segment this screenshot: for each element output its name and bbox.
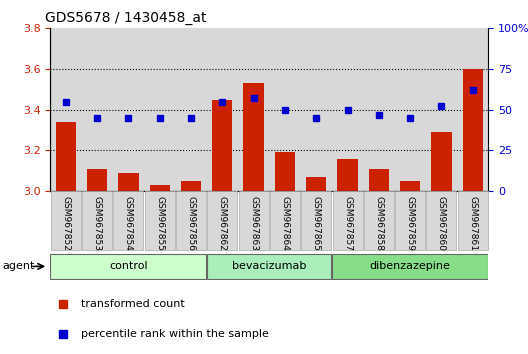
Text: GSM967853: GSM967853 [92, 196, 101, 251]
FancyBboxPatch shape [301, 191, 331, 250]
Bar [275, 153, 295, 191]
FancyBboxPatch shape [458, 191, 488, 250]
Text: transformed count: transformed count [81, 298, 185, 309]
Text: GSM967855: GSM967855 [155, 196, 164, 251]
Bar [400, 181, 420, 191]
FancyBboxPatch shape [332, 254, 488, 279]
Bar [269, 28, 300, 191]
Bar [394, 28, 426, 191]
Bar [363, 28, 394, 191]
FancyBboxPatch shape [206, 254, 331, 279]
Text: GSM967852: GSM967852 [61, 196, 70, 251]
FancyBboxPatch shape [270, 191, 300, 250]
FancyBboxPatch shape [82, 191, 112, 250]
Bar [457, 28, 488, 191]
Bar [212, 99, 232, 191]
Bar [238, 28, 269, 191]
Bar [337, 159, 357, 191]
Text: GSM967863: GSM967863 [249, 196, 258, 251]
Text: GSM967856: GSM967856 [186, 196, 195, 251]
Bar [175, 28, 206, 191]
FancyBboxPatch shape [427, 191, 457, 250]
Bar [300, 28, 332, 191]
FancyBboxPatch shape [364, 191, 394, 250]
Text: GSM967854: GSM967854 [124, 196, 133, 251]
Bar [243, 83, 264, 191]
Bar [149, 185, 170, 191]
Bar [181, 181, 201, 191]
Bar [50, 28, 81, 191]
Text: GSM967864: GSM967864 [280, 196, 289, 251]
Bar [118, 173, 138, 191]
Text: agent: agent [3, 261, 35, 272]
Bar [431, 132, 451, 191]
Text: GSM967859: GSM967859 [406, 196, 414, 251]
FancyBboxPatch shape [395, 191, 425, 250]
Bar [426, 28, 457, 191]
Text: control: control [109, 261, 148, 272]
Text: GSM967858: GSM967858 [374, 196, 383, 251]
Text: dibenzazepine: dibenzazepine [370, 261, 450, 272]
FancyBboxPatch shape [51, 191, 81, 250]
Bar [81, 28, 113, 191]
Bar [113, 28, 144, 191]
Bar [87, 169, 107, 191]
FancyBboxPatch shape [239, 191, 269, 250]
Text: GDS5678 / 1430458_at: GDS5678 / 1430458_at [45, 11, 206, 25]
FancyBboxPatch shape [145, 191, 175, 250]
Text: bevacizumab: bevacizumab [232, 261, 306, 272]
FancyBboxPatch shape [208, 191, 238, 250]
Bar [369, 169, 389, 191]
FancyBboxPatch shape [333, 191, 363, 250]
Text: GSM967862: GSM967862 [218, 196, 227, 251]
Text: GSM967860: GSM967860 [437, 196, 446, 251]
FancyBboxPatch shape [114, 191, 144, 250]
Bar [463, 69, 483, 191]
Text: GSM967861: GSM967861 [468, 196, 477, 251]
Text: GSM967865: GSM967865 [312, 196, 320, 251]
Bar [332, 28, 363, 191]
Text: percentile rank within the sample: percentile rank within the sample [81, 329, 269, 339]
Text: GSM967857: GSM967857 [343, 196, 352, 251]
Bar [206, 28, 238, 191]
Bar [306, 177, 326, 191]
Bar [55, 122, 76, 191]
Bar [144, 28, 175, 191]
FancyBboxPatch shape [50, 254, 206, 279]
FancyBboxPatch shape [176, 191, 206, 250]
